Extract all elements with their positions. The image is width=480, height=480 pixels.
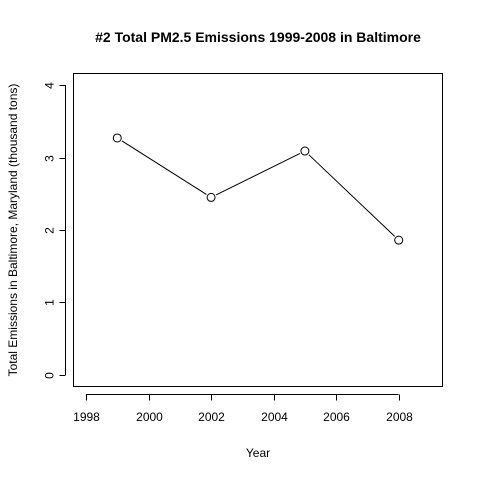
data-point <box>112 133 122 143</box>
data-point <box>206 192 216 202</box>
y-axis-label: Total Emissions in Baltimore, Maryland (… <box>6 84 20 377</box>
x-tick-label: 2000 <box>136 410 163 424</box>
plot-frame <box>73 73 443 387</box>
x-tick-label: 2004 <box>261 410 288 424</box>
series-segment <box>308 154 396 237</box>
x-tick-label: 2006 <box>323 410 350 424</box>
y-tick-label: 2 <box>43 227 57 234</box>
x-axis: 1998 2000 2002 2004 2006 2008 <box>73 394 413 424</box>
y-tick-label: 3 <box>43 155 57 162</box>
y-tick-label: 0 <box>43 372 57 379</box>
x-tick-label: 2002 <box>198 410 225 424</box>
x-axis-label: Year <box>246 446 270 460</box>
y-tick-label: 4 <box>43 82 57 89</box>
y-axis: 0 1 2 3 4 <box>43 82 66 379</box>
y-tick-label: 1 <box>43 299 57 306</box>
data-point <box>394 235 404 245</box>
chart-title: #2 Total PM2.5 Emissions 1999-2008 in Ba… <box>95 29 421 45</box>
x-tick-label: 1998 <box>73 410 100 424</box>
data-point <box>300 146 310 156</box>
series-total-emissions <box>112 133 404 245</box>
series-segment <box>215 153 301 196</box>
x-tick-label: 2008 <box>386 410 413 424</box>
series-segment <box>121 140 207 195</box>
